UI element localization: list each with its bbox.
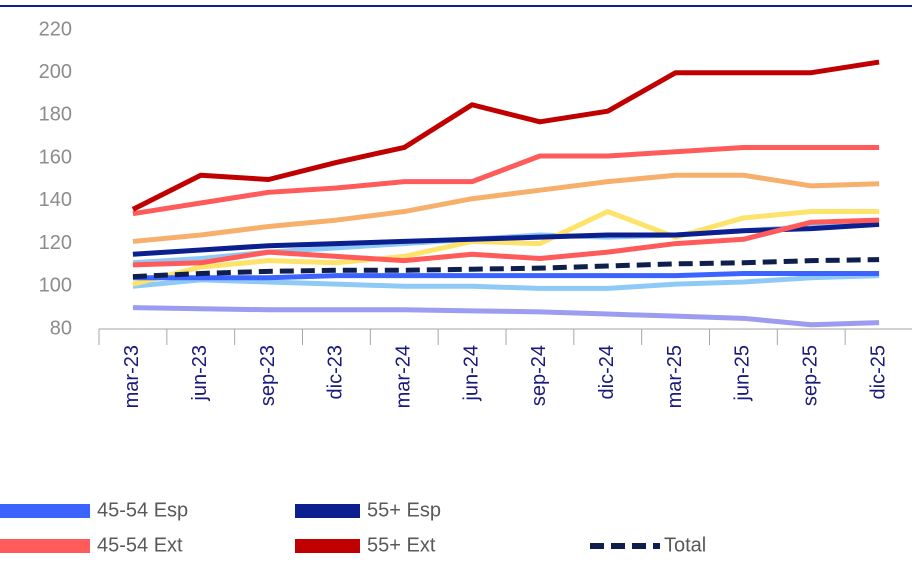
legend-label: 45-54 Esp	[97, 499, 188, 521]
legend-label: 55+ Esp	[367, 499, 441, 521]
series-line	[132, 305, 880, 328]
legend-swatch	[295, 504, 360, 518]
legend-swatch	[0, 539, 90, 553]
x-tick-label: mar-24	[393, 345, 415, 408]
series-line	[132, 172, 880, 244]
y-tick-label: 80	[50, 317, 72, 339]
series-line	[132, 221, 880, 257]
x-tick-label: sep-25	[800, 345, 822, 406]
x-tick-label: mar-23	[121, 345, 143, 408]
series-line	[132, 273, 880, 291]
x-tick-label: jun-24	[460, 345, 482, 402]
y-tick-label: 140	[39, 189, 72, 211]
x-tick-label: jun-25	[732, 345, 754, 402]
x-tick-label: dic-25	[867, 345, 889, 399]
y-tick-label: 180	[39, 104, 72, 126]
legend-label: Total	[664, 534, 706, 556]
series-line	[132, 144, 880, 217]
y-tick-label: 100	[39, 275, 72, 297]
x-tick-label: sep-24	[528, 345, 550, 406]
legend-label: 45-54 Ext	[97, 534, 183, 556]
x-tick-label: dic-23	[325, 345, 347, 399]
y-tick-label: 220	[39, 18, 72, 40]
series-line	[132, 217, 880, 268]
y-tick-label: 120	[39, 232, 72, 254]
series-line	[132, 257, 880, 280]
y-tick-label: 200	[39, 61, 72, 83]
x-tick-label: sep-23	[257, 345, 279, 406]
x-tick-label: jun-23	[189, 345, 211, 402]
legend-label: 55+ Ext	[367, 534, 436, 556]
legend-swatch	[0, 504, 90, 518]
series-line	[132, 270, 880, 281]
x-tick-label: dic-24	[596, 345, 618, 399]
y-tick-label: 160	[39, 146, 72, 168]
series-line	[132, 209, 880, 287]
series-line	[131, 59, 880, 212]
x-tick-label: mar-25	[664, 345, 686, 408]
legend-swatch	[295, 539, 360, 553]
